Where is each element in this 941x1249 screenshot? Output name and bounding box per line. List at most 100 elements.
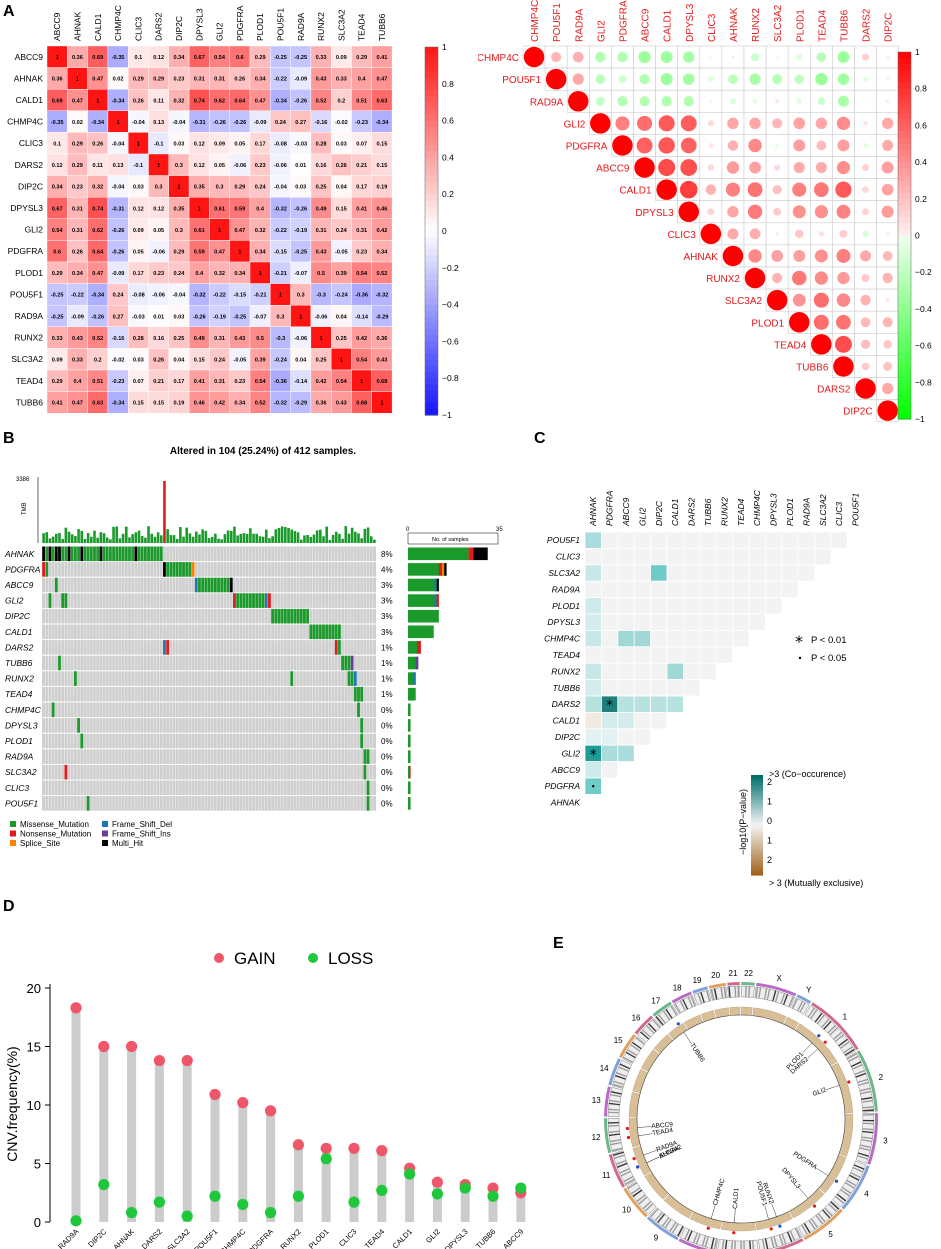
- heatmap-cell-value: 0.47: [255, 98, 266, 104]
- heatmap-cell-value: 0.64: [92, 250, 104, 256]
- cooc-cell: [715, 646, 733, 664]
- colorbar-segment: [425, 175, 438, 183]
- heatmap-cell-value: 0.49: [316, 206, 327, 212]
- heatmap-cell-value: 0.23: [255, 163, 266, 169]
- cnv-bar: [349, 1148, 359, 1222]
- cooc-cell: [732, 597, 750, 615]
- colorbar-segment: [898, 149, 911, 157]
- oncoplot-gene-label: CHMP4C: [5, 705, 42, 715]
- heatmap-cell-value: 0.11: [92, 163, 103, 169]
- legend-label: Frame_Shift_Del: [112, 820, 172, 829]
- colorbar-segment: [898, 174, 911, 182]
- chromosome-band: [686, 1230, 693, 1242]
- oncoplot-row-bg: [42, 780, 376, 796]
- heatmap-cell-value: 0.47: [92, 271, 103, 277]
- oncoplot-gene-label: SLC3A2: [5, 767, 37, 777]
- chromosome-band: [829, 1027, 839, 1036]
- chromosome-label: 4: [864, 1190, 869, 1199]
- tmb-bar: [58, 532, 61, 543]
- corr-circle: [882, 382, 894, 395]
- tmb-bar: [147, 526, 150, 543]
- cooc-cell: [682, 580, 701, 598]
- tmb-bar: [156, 532, 160, 543]
- corr-circle: [612, 135, 633, 156]
- colorbar-segment: [898, 186, 911, 194]
- cnv-gain-point: [265, 1105, 277, 1117]
- chromosome-band: [848, 1055, 859, 1062]
- samples-bar: [408, 547, 469, 561]
- samples-bar: [408, 609, 439, 623]
- chromosome-band: [772, 990, 777, 1002]
- circle-row-label: PDGFRA: [566, 141, 608, 152]
- heatmap-cell-value: -0.22: [274, 228, 287, 234]
- chromosome-band: [860, 1090, 872, 1095]
- heatmap-cell-value: 0.36: [52, 77, 63, 83]
- heatmap-cell-value: -0.03: [294, 142, 307, 148]
- tmb-bar: [328, 539, 332, 543]
- heatmap-cell-value: 0.4: [74, 379, 83, 385]
- corr-circle: [885, 55, 890, 60]
- colorbar-segment: [425, 65, 438, 73]
- colorbar-segment: [425, 108, 438, 116]
- chromosome-band: [630, 1187, 641, 1195]
- colorbar-segment: [425, 249, 438, 257]
- cooc-cell: [633, 564, 651, 582]
- tmb-bar: [191, 536, 195, 543]
- heatmap-cell-value: 0.36: [72, 55, 83, 61]
- chromosome-band: [861, 1136, 873, 1140]
- cooc-cell: [617, 597, 635, 615]
- heatmap-cell-value: 0.12: [133, 206, 144, 212]
- chromosome-outer-ring: [727, 982, 740, 986]
- cnv-x-label: CHMP4C: [218, 1227, 247, 1249]
- heatmap-cell-value: 0.31: [316, 228, 327, 234]
- oncoplot-percent: 0%: [381, 768, 393, 777]
- chromosome-ideogram: [727, 985, 741, 998]
- cooc-cell: [715, 629, 733, 648]
- heatmap-cell-value: 0.54: [356, 271, 368, 277]
- heatmap-cell-value: 1: [96, 98, 99, 104]
- mutation-cell: [58, 655, 61, 671]
- chromosome-label: 21: [729, 969, 738, 978]
- tmb-bar: [360, 538, 363, 543]
- heatmap-cell-value: 0.42: [316, 379, 327, 385]
- cnv-loss-point: [181, 1210, 193, 1222]
- corr-circle: [617, 51, 628, 63]
- heatmap-cell-value: -0.04: [274, 185, 288, 191]
- mutation-cell: [236, 593, 240, 608]
- legend-label: Frame_Shift_Ins: [112, 830, 171, 839]
- cooc-cell: [601, 548, 619, 566]
- tmb-bar: [198, 534, 201, 543]
- heatmap-col-label: DIP2C: [174, 16, 184, 41]
- colorbar-segment: [898, 259, 911, 267]
- heatmap-cell-value: 0.3: [175, 163, 183, 169]
- mutation-cell: [64, 546, 68, 562]
- heatmap-cell-value: 0.27: [295, 120, 306, 126]
- heatmap-cell-value: -0.26: [112, 228, 125, 234]
- colorbar-segment: [898, 162, 911, 169]
- heatmap-cell-value: 0.46: [194, 401, 205, 407]
- heatmap-cell-value: 0.07: [356, 142, 367, 148]
- cooc-cell: [601, 531, 619, 549]
- samples-bar: [408, 563, 447, 576]
- colorbar-segment: [898, 290, 911, 298]
- cnv-marker: [732, 1231, 736, 1235]
- chromosome-band: [755, 986, 759, 999]
- heatmap-row-label: TUBB6: [16, 397, 44, 407]
- cooc-legend-segment: [751, 847, 763, 851]
- heatmap-cell-value: -0.06: [294, 336, 307, 342]
- heatmap-cell-value: -0.34: [112, 401, 126, 407]
- heatmap-cell-value: 0.12: [194, 163, 205, 169]
- heatmap-cell-value: 0.33: [52, 336, 63, 342]
- heatmap-cell-value: -0.04: [173, 120, 187, 126]
- chromosome-label: 3: [883, 1137, 888, 1146]
- heatmap-cell-value: 0.31: [214, 336, 225, 342]
- mutation-cell: [156, 546, 160, 562]
- cnv-loss-point: [431, 1188, 443, 1200]
- corr-circle: [707, 164, 715, 171]
- heatmap-cell-value: 0.28: [316, 142, 327, 148]
- cooc-cell: [666, 662, 684, 680]
- oncoplot-gene-label: DPYSL3: [5, 720, 38, 730]
- heatmap-cell-value: -0.25: [51, 314, 64, 320]
- chromosome-band: [789, 1230, 796, 1241]
- heatmap-cell-value: 0.19: [377, 185, 388, 191]
